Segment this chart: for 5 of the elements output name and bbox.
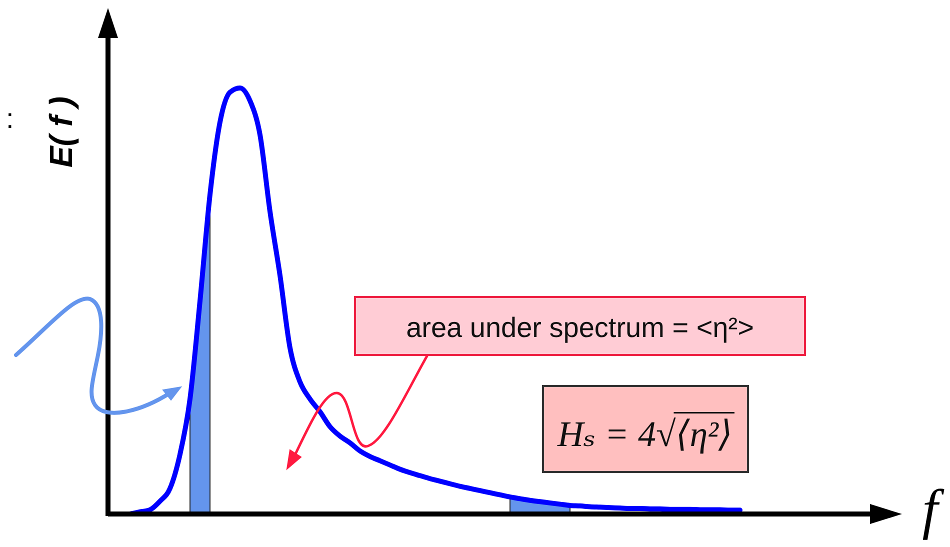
text: :: [6, 103, 14, 134]
x-axis-title: f: [922, 479, 946, 541]
annotation: Hₛ = 4√⟨η²⟩: [556, 414, 732, 454]
y-axis-title: E( f ): [43, 96, 79, 168]
annotation: area under spectrum = <η²>: [406, 312, 754, 343]
